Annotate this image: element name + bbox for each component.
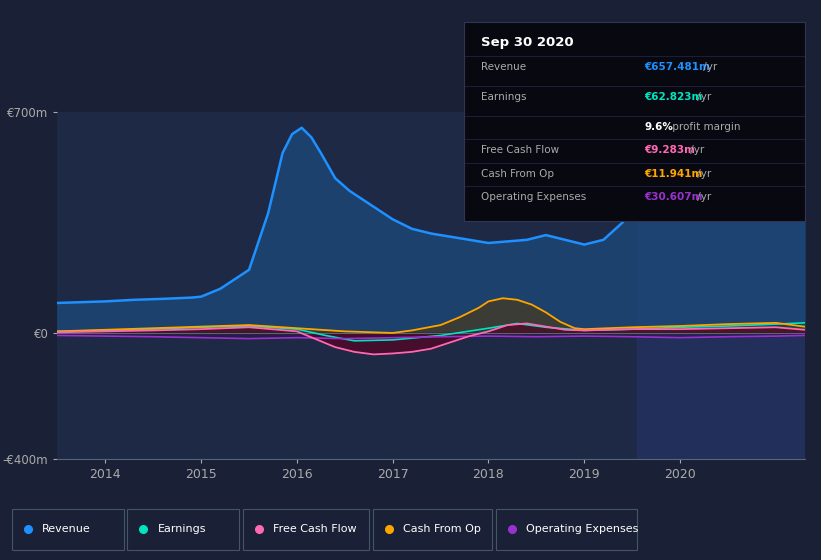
Text: Earnings: Earnings xyxy=(158,524,206,534)
Text: /yr: /yr xyxy=(694,92,711,102)
Text: Free Cash Flow: Free Cash Flow xyxy=(273,524,357,534)
Text: /yr: /yr xyxy=(694,193,711,202)
Text: Earnings: Earnings xyxy=(481,92,526,102)
Text: /yr: /yr xyxy=(694,169,711,179)
Bar xyxy=(637,112,805,459)
Text: Operating Expenses: Operating Expenses xyxy=(526,524,639,534)
Text: €30.607m: €30.607m xyxy=(644,193,703,202)
Text: Cash From Op: Cash From Op xyxy=(403,524,481,534)
Text: €62.823m: €62.823m xyxy=(644,92,703,102)
Text: €11.941m: €11.941m xyxy=(644,169,703,179)
Text: Revenue: Revenue xyxy=(42,524,91,534)
Text: 9.6%: 9.6% xyxy=(644,122,673,132)
Text: /yr: /yr xyxy=(687,144,704,155)
Text: Free Cash Flow: Free Cash Flow xyxy=(481,144,559,155)
Text: Cash From Op: Cash From Op xyxy=(481,169,554,179)
Text: Revenue: Revenue xyxy=(481,62,526,72)
Text: Operating Expenses: Operating Expenses xyxy=(481,193,586,202)
Text: profit margin: profit margin xyxy=(669,122,741,132)
Text: /yr: /yr xyxy=(699,62,717,72)
Text: Sep 30 2020: Sep 30 2020 xyxy=(481,36,574,49)
Text: €9.283m: €9.283m xyxy=(644,144,695,155)
Text: €657.481m: €657.481m xyxy=(644,62,710,72)
